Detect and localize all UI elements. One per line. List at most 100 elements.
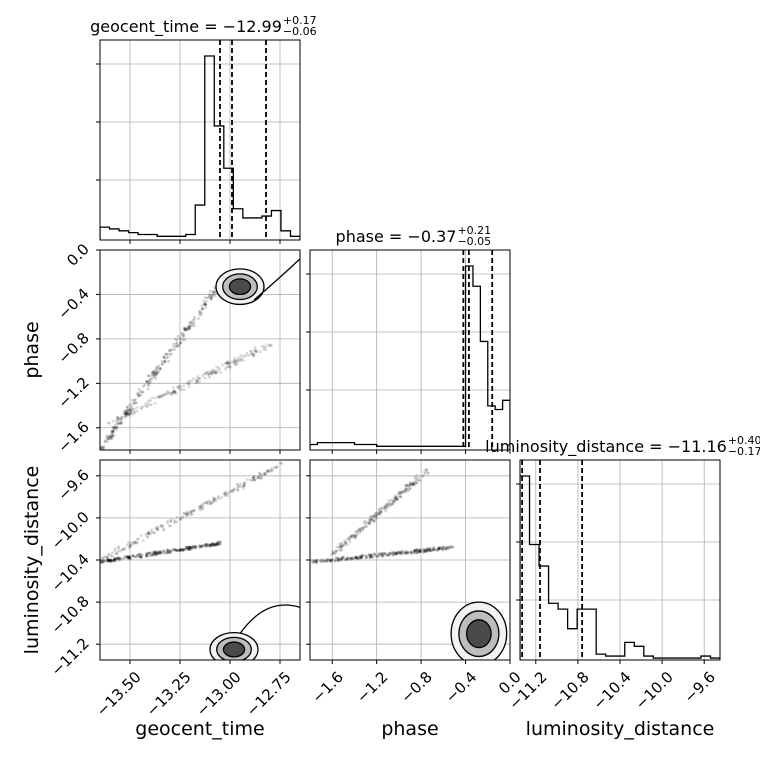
sample-point (183, 327, 187, 331)
sample-point (146, 383, 150, 387)
sample-point (370, 555, 373, 559)
sample-point (398, 495, 402, 499)
sample-point (217, 366, 221, 370)
sample-point (164, 392, 168, 396)
sample-point (155, 550, 159, 554)
sample-point (158, 395, 162, 398)
sample-point (102, 558, 106, 562)
sample-point (264, 472, 268, 475)
sample-point (339, 544, 343, 548)
sample-point (101, 561, 104, 565)
sample-point (414, 481, 417, 485)
sample-point (178, 388, 182, 392)
sample-point (413, 549, 416, 553)
sample-point (412, 480, 416, 484)
y-axis-label-phase: phase (21, 321, 43, 378)
sample-point (233, 356, 237, 360)
sample-point (182, 511, 186, 515)
sample-point (202, 302, 206, 306)
sample-point (219, 542, 223, 546)
sample-point (403, 489, 406, 493)
sample-point (145, 552, 149, 555)
sample-point (197, 317, 200, 320)
sample-point (422, 550, 425, 554)
sample-point (315, 559, 319, 562)
sample-point (108, 552, 111, 556)
sample-point (357, 528, 361, 532)
sample-point (354, 555, 357, 559)
sample-point (160, 393, 164, 397)
sample-point (211, 543, 214, 546)
sample-point (112, 559, 116, 562)
sample-point (114, 425, 118, 429)
sample-point (122, 412, 126, 416)
histogram-step (520, 475, 720, 660)
sample-point (169, 520, 172, 523)
sample-point (205, 371, 209, 375)
sample-point (446, 547, 450, 551)
sample-point (151, 371, 154, 375)
sample-point (155, 366, 159, 370)
sample-point (313, 560, 317, 563)
sample-point (134, 555, 138, 559)
y-tick-label: 0.0 (63, 240, 93, 270)
sample-point (372, 519, 376, 523)
sample-point (106, 558, 110, 562)
sample-point (224, 367, 227, 371)
sample-point (113, 557, 116, 561)
sample-point (422, 548, 425, 551)
sample-point (100, 445, 104, 449)
sample-point (342, 555, 345, 559)
sample-point (116, 556, 120, 560)
sample-point (126, 412, 129, 416)
sample-point (349, 534, 353, 538)
sample-point (131, 407, 135, 411)
sample-point (192, 509, 196, 513)
sample-point (137, 388, 141, 391)
sample-point (228, 365, 231, 369)
sample-point (233, 360, 237, 364)
sample-point (368, 555, 372, 559)
sample-point (192, 315, 196, 319)
sample-point (345, 557, 349, 561)
sample-point (109, 558, 113, 562)
sample-point (353, 534, 357, 537)
sample-point (359, 555, 363, 559)
sample-point (100, 451, 103, 454)
sample-point (384, 505, 388, 509)
sample-point (442, 545, 445, 549)
sample-point (371, 514, 375, 518)
sample-point (417, 475, 421, 479)
sample-point (111, 425, 114, 429)
sample-point (106, 555, 109, 559)
sample-point (375, 515, 378, 519)
sample-point (242, 486, 245, 490)
sample-point (147, 530, 151, 534)
sample-point (126, 412, 130, 415)
sample-point (111, 419, 115, 423)
sample-point (386, 499, 390, 503)
sample-point (243, 481, 247, 485)
sample-point (348, 537, 352, 541)
sample-point (372, 552, 376, 556)
sample-point (101, 559, 105, 562)
sample-point (416, 551, 420, 555)
sample-point (182, 384, 186, 388)
sample-point (187, 325, 191, 328)
sample-point (188, 546, 192, 550)
sample-point (113, 557, 116, 561)
sample-point (232, 361, 235, 365)
sample-point (158, 367, 162, 371)
sample-point (172, 345, 175, 349)
sample-point (139, 406, 143, 409)
sample-point (379, 553, 383, 556)
sample-point (198, 310, 202, 313)
sample-point (388, 552, 391, 555)
sample-point (384, 505, 388, 509)
sample-point (105, 435, 109, 438)
sample-point (113, 559, 117, 563)
sample-point (435, 548, 439, 552)
sample-point (119, 556, 122, 560)
sample-point (117, 545, 120, 549)
sample-point (110, 551, 114, 555)
